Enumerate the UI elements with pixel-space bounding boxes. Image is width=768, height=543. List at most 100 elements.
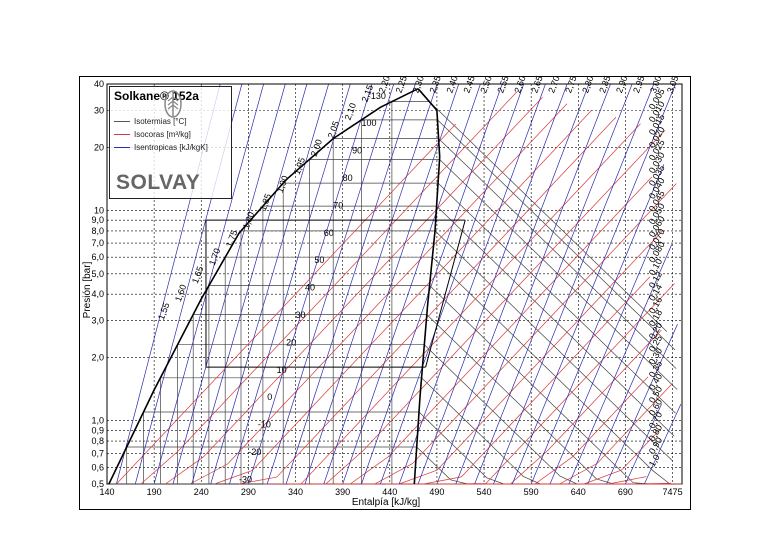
isotherm-label: -20 — [248, 447, 261, 457]
isentrope-line — [568, 244, 673, 485]
isentrope-line — [304, 84, 438, 485]
x-tick-label: 240 — [194, 487, 209, 497]
isentrope-line — [172, 84, 286, 485]
isentrope-label: 1,55 — [156, 301, 171, 321]
isotherm-line — [262, 205, 675, 484]
isentrope-line — [285, 84, 416, 485]
y-tick-label: 1,0 — [91, 416, 104, 426]
isentrope-line — [361, 84, 503, 485]
isentrope-line — [455, 84, 611, 485]
isentrope-line — [549, 244, 652, 485]
isentrope-label: 2,05 — [326, 120, 341, 140]
isentrope-label: 2,10 — [343, 102, 358, 122]
y-tick-label: 40 — [94, 79, 104, 89]
x-tick-label: 390 — [335, 487, 350, 497]
isochore-line — [165, 96, 543, 485]
isentrope-label: 1,65 — [190, 265, 205, 285]
isochore-label: 1,0 — [647, 453, 662, 469]
y-tick-label: 7,0 — [91, 238, 104, 248]
y-tick-label: 20 — [94, 142, 104, 152]
y-tick-label: 6,0 — [91, 252, 104, 262]
x-tick-label: 340 — [288, 487, 303, 497]
isentrope-line — [625, 403, 662, 485]
y-tick-label: 4,0 — [91, 289, 104, 299]
brand-name: SOLVAY — [116, 171, 201, 194]
legend-label: Isocoras [m³/kg] — [134, 130, 191, 139]
y-tick-label: 5,0 — [91, 269, 104, 279]
isentrope-line — [474, 84, 633, 485]
isentrope-line — [606, 324, 678, 485]
isentrope-line — [417, 84, 568, 485]
compression-line — [425, 220, 466, 368]
isotherm-line — [126, 446, 655, 485]
isochore-line — [337, 183, 677, 485]
y-tick-labels: 0,5 0,6 0,7 0,80,91,0 2,0 3,0 4,0 5,0 6,0 7,0 8,09… — [91, 79, 104, 489]
isotherm-line — [391, 101, 668, 484]
isentrope-line — [643, 403, 682, 485]
isentrope-line — [323, 84, 459, 485]
isotherm-line — [361, 119, 676, 484]
legend-label: Isotermias [°C] — [134, 117, 187, 126]
property-curves — [108, 84, 682, 485]
isotherm-label: 100 — [362, 118, 377, 128]
legend-item-isochores: Isocoras [m³/kg] — [114, 130, 191, 141]
x-tick-label: 540 — [477, 487, 492, 497]
isentrope-line — [398, 84, 546, 485]
y-tick-label: 0,6 — [91, 462, 104, 472]
isotherm-label: 90 — [352, 146, 362, 156]
y-tick-label: 0,5 — [91, 479, 104, 489]
isentrope-line — [493, 84, 655, 485]
x-tick-label: 590 — [524, 487, 539, 497]
saturated-vapor-line — [413, 88, 441, 485]
isotherm-label: 50 — [314, 255, 324, 265]
y-tick-label: 9,0 — [91, 215, 104, 225]
y-tick-label: 0,9 — [91, 425, 104, 435]
isentrope-line — [511, 84, 676, 485]
isotherm-line — [282, 182, 676, 484]
isochore-line — [435, 329, 662, 485]
isentrope-line — [229, 84, 351, 485]
isotherm-label: 40 — [305, 283, 315, 293]
isotherm-label: 20 — [286, 337, 296, 347]
x-tick-label: 190 — [147, 487, 162, 497]
x-tick-label: 440 — [382, 487, 397, 497]
isochore-line — [410, 283, 675, 485]
isentrope-line — [191, 84, 308, 485]
isotherm-label: 60 — [324, 228, 334, 238]
saturation-dome — [108, 87, 441, 485]
isentrope-line — [380, 84, 524, 485]
isotherm-label: 0 — [267, 392, 272, 402]
isotherm-line — [160, 377, 660, 485]
isotherm-label: 30 — [296, 310, 306, 320]
isentrope-label: 1,90 — [275, 174, 290, 194]
isochore-line — [312, 176, 653, 485]
isentrope-line — [436, 84, 590, 485]
solvay-logo-icon — [164, 90, 182, 118]
x-tick-label: 490 — [429, 487, 444, 497]
isentrope-line — [342, 84, 481, 485]
y-tick-label: 3,0 — [91, 315, 104, 325]
x-tick-label: 290 — [241, 487, 256, 497]
y-tick-label: 2,0 — [91, 352, 104, 362]
x-tick-label: 640 — [571, 487, 586, 497]
refrigeration-cycle — [205, 219, 466, 368]
isochore-line — [116, 123, 457, 485]
y-axis-label: Presión [bar] — [82, 261, 93, 318]
isotherm-line — [224, 256, 671, 485]
isentrope-label: 1,70 — [207, 247, 222, 267]
legend-swatch — [114, 134, 130, 136]
legend-swatch — [114, 147, 130, 149]
isochore-line — [288, 130, 666, 485]
isotherm-line — [208, 285, 668, 485]
isotherm-label: 80 — [343, 173, 353, 183]
x-tick-label: 140 — [99, 487, 114, 497]
legend: Solkane® 152a Isotermias [°C] Isocoras [… — [109, 86, 232, 199]
saturated-liquid-line — [108, 87, 419, 485]
isochore-line — [386, 276, 651, 485]
isotherm-label: 10 — [277, 365, 287, 375]
isentrope-line — [266, 84, 394, 485]
isotherm-label: -10 — [258, 420, 271, 430]
isotherm-label: 70 — [333, 200, 343, 210]
isotherm-line — [332, 138, 677, 484]
